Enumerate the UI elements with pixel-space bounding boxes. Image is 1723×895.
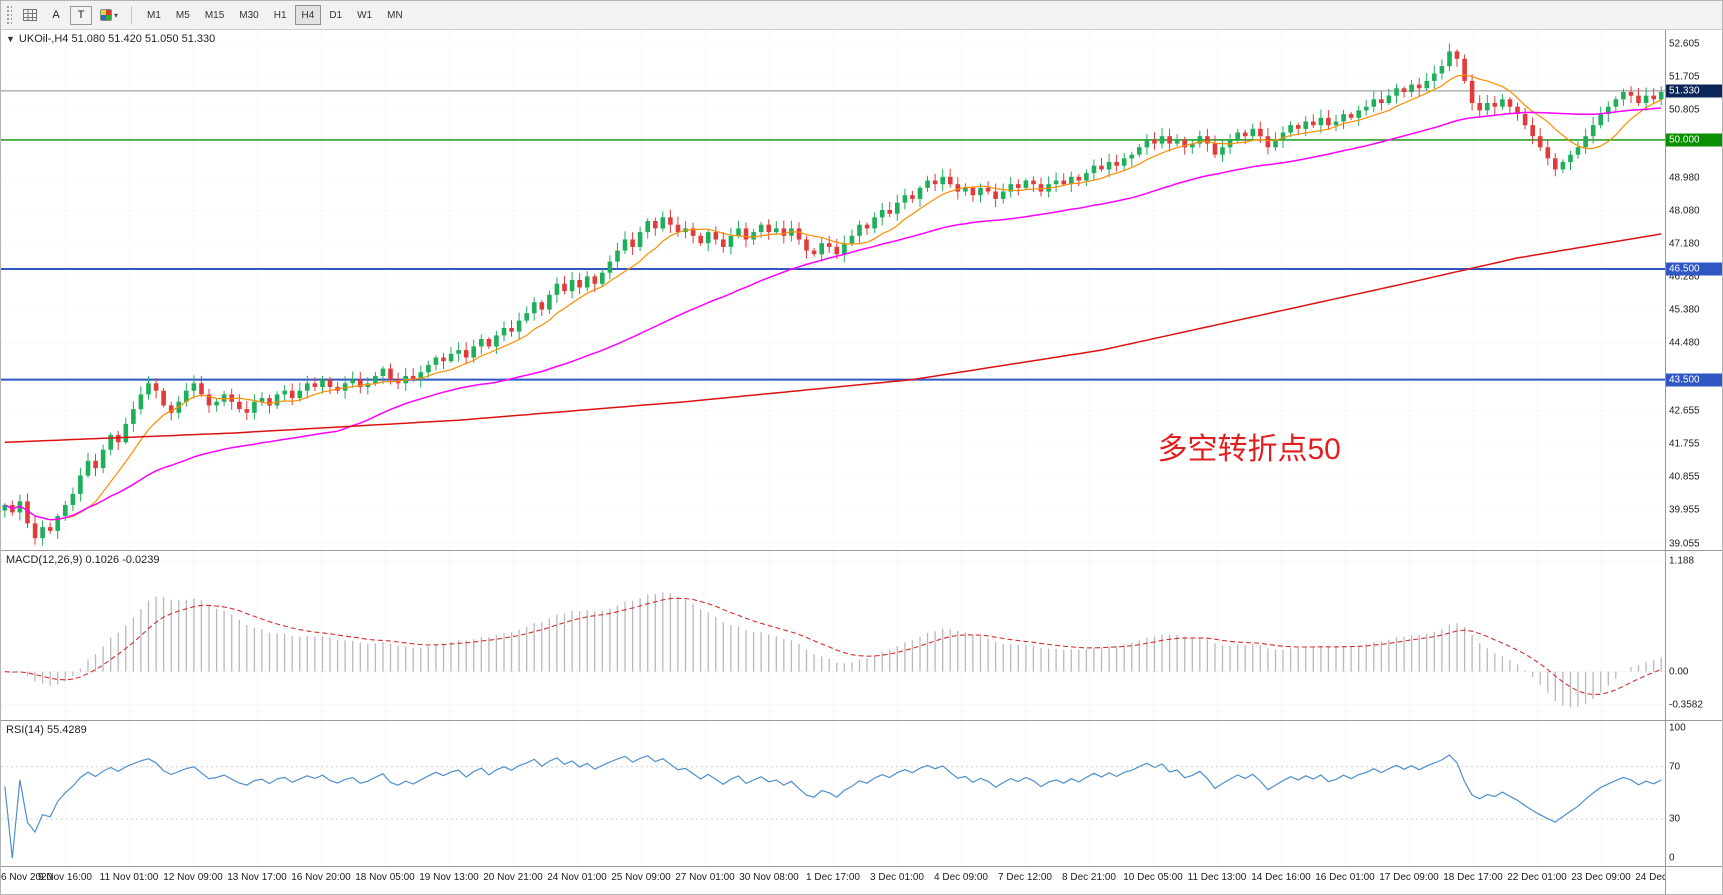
price-axis-tick: 46.280 [1669, 271, 1700, 283]
rsi-axis-tick: 0 [1669, 852, 1675, 864]
time-axis-label: 27 Nov 01:00 [675, 872, 735, 883]
macd-svg [1, 551, 1665, 720]
time-axis-label: 16 Dec 01:00 [1315, 872, 1375, 883]
price-axis: 52.605 51.705 50.805 48.980 48.080 47.180 46.2… [1665, 30, 1722, 550]
rsi-svg [1, 721, 1665, 866]
time-axis-label: 11 Nov 01:00 [99, 872, 159, 883]
chart-grid-button[interactable] [18, 5, 42, 26]
price-axis-tick: 41.755 [1669, 438, 1700, 450]
timeframe-button-h4[interactable]: H4 [294, 5, 322, 25]
time-axis-label: 14 Dec 16:00 [1251, 872, 1311, 883]
time-axis-label: 19 Nov 13:00 [419, 872, 479, 883]
time-axis-label: 18 Nov 05:00 [355, 872, 415, 883]
timeframe-button-h1[interactable]: H1 [267, 5, 294, 25]
time-axis-label: 11 Dec 13:00 [1187, 872, 1247, 883]
price-axis-tick: 44.480 [1669, 337, 1700, 349]
time-axis-label: 25 Nov 09:00 [611, 872, 671, 883]
timeframe-button-w1[interactable]: W1 [350, 5, 379, 25]
collapse-arrow-icon[interactable]: ▼ [6, 34, 15, 44]
chevron-down-icon: ▾ [114, 10, 119, 20]
time-axis-label: 13 Nov 17:00 [227, 872, 287, 883]
cursor-tool-button[interactable]: A [45, 5, 67, 26]
time-axis-label: 24 Dec 17:00 [1635, 872, 1665, 883]
price-axis-tick: 51.705 [1669, 71, 1700, 83]
timeframe-group: M1 M5 M15 M30 H1 H4 D1 W1 MN [140, 5, 410, 25]
palette-icon [100, 9, 112, 21]
price-chart-svg [1, 30, 1665, 550]
price-axis-tick: 50.805 [1669, 104, 1700, 116]
time-axis-label: 20 Nov 21:00 [483, 872, 543, 883]
timeframe-button-d1[interactable]: D1 [322, 5, 349, 25]
symbol-info: ▼ UKOil-,H4 51.080 51.420 51.050 51.330 [6, 33, 215, 45]
price-axis-tick: 47.180 [1669, 238, 1700, 250]
rsi-panel: RSI(14) 55.4289 100 70 30 0 [1, 721, 1722, 867]
time-axis-label: 3 Dec 01:00 [870, 872, 924, 883]
rsi-axis-tick: 70 [1669, 761, 1681, 773]
macd-axis-tick: 0.00 [1669, 666, 1689, 678]
price-axis-tick: 52.605 [1669, 38, 1700, 50]
time-axis-label: 17 Dec 09:00 [1379, 872, 1439, 883]
time-axis-label: 12 Nov 09:00 [163, 872, 223, 883]
price-axis-tick: 40.855 [1669, 471, 1700, 483]
symbol-info-text: UKOil-,H4 51.080 51.420 51.050 51.330 [18, 33, 216, 45]
rsi-axis-tick: 100 [1669, 722, 1686, 734]
rsi-axis-tick: 30 [1669, 813, 1681, 825]
chart-area: ▼ UKOil-,H4 51.080 51.420 51.050 51.330 多… [1, 30, 1722, 894]
timeframe-button-m30[interactable]: M30 [232, 5, 265, 25]
time-axis-label: 6 Nov 2020 [1, 872, 53, 883]
price-chart[interactable]: ▼ UKOil-,H4 51.080 51.420 51.050 51.330 多… [1, 30, 1665, 550]
chart-annotation[interactable]: 多空转折点50 [1157, 432, 1341, 466]
macd-axis-tick: -0.3582 [1669, 699, 1703, 711]
current-price-badge: 51.330 [1666, 84, 1722, 98]
text-tool-button[interactable]: T [70, 5, 92, 25]
price-axis-tick: 45.380 [1669, 304, 1700, 316]
time-axis-label: 30 Nov 08:00 [739, 872, 799, 883]
time-axis-label: 4 Dec 09:00 [934, 872, 988, 883]
price-axis-tick: 39.955 [1669, 504, 1700, 516]
price-axis-tick: 48.980 [1669, 172, 1700, 184]
toolbar-gripper[interactable] [6, 5, 12, 25]
time-axis-label: 18 Dec 17:00 [1443, 872, 1503, 883]
price-axis-tick: 39.055 [1669, 538, 1700, 550]
time-axis-label: 24 Nov 01:00 [547, 872, 607, 883]
main-chart-panel: ▼ UKOil-,H4 51.080 51.420 51.050 51.330 多… [1, 30, 1722, 551]
time-axis-row: 6 Nov 2020 9 Nov 16:00 11 Nov 01:00 12 Nov … [1, 867, 1722, 894]
rsi-axis: 100 70 30 0 [1665, 721, 1722, 866]
green-hline-badge: 50.000 [1666, 133, 1722, 147]
timeframe-button-mn[interactable]: MN [380, 5, 410, 25]
time-axis-corner [1665, 867, 1722, 894]
rsi-indicator[interactable]: RSI(14) 55.4289 [1, 721, 1665, 866]
price-axis-tick: 48.080 [1669, 205, 1700, 217]
time-axis-label: 10 Dec 05:00 [1123, 872, 1183, 883]
time-axis: 6 Nov 2020 9 Nov 16:00 11 Nov 01:00 12 Nov … [1, 867, 1665, 894]
blue-hline-badge: 43.500 [1666, 373, 1722, 387]
rsi-label: RSI(14) 55.4289 [6, 724, 87, 736]
timeframe-button-m1[interactable]: M1 [140, 5, 168, 25]
time-axis-label: 8 Dec 21:00 [1062, 872, 1116, 883]
time-axis-label: 9 Nov 16:00 [38, 872, 92, 883]
macd-axis: 1.188 0.00 -0.3582 [1665, 551, 1722, 720]
toolbar-separator [131, 6, 133, 24]
time-axis-label: 16 Nov 20:00 [291, 872, 351, 883]
time-axis-label: 22 Dec 01:00 [1507, 872, 1567, 883]
timeframe-button-m15[interactable]: M15 [198, 5, 231, 25]
time-axis-label: 7 Dec 12:00 [998, 872, 1052, 883]
macd-panel: MACD(12,26,9) 0.1026 -0.0239 1.188 0.00 -0… [1, 551, 1722, 721]
blue-hline-badge: 46.500 [1666, 262, 1722, 276]
price-axis-tick: 42.655 [1669, 405, 1700, 417]
timeframe-button-m5[interactable]: M5 [169, 5, 197, 25]
palette-button[interactable]: ▾ [95, 5, 123, 26]
macd-indicator[interactable]: MACD(12,26,9) 0.1026 -0.0239 [1, 551, 1665, 720]
toolbar: A T ▾ M1 M5 M15 M30 H1 H4 D1 W1 MN [1, 1, 1722, 30]
macd-axis-tick: 1.188 [1669, 555, 1695, 567]
time-axis-label: 1 Dec 17:00 [806, 872, 860, 883]
time-axis-label: 23 Dec 09:00 [1571, 872, 1631, 883]
macd-label: MACD(12,26,9) 0.1026 -0.0239 [6, 554, 160, 566]
grid-icon [23, 9, 37, 21]
